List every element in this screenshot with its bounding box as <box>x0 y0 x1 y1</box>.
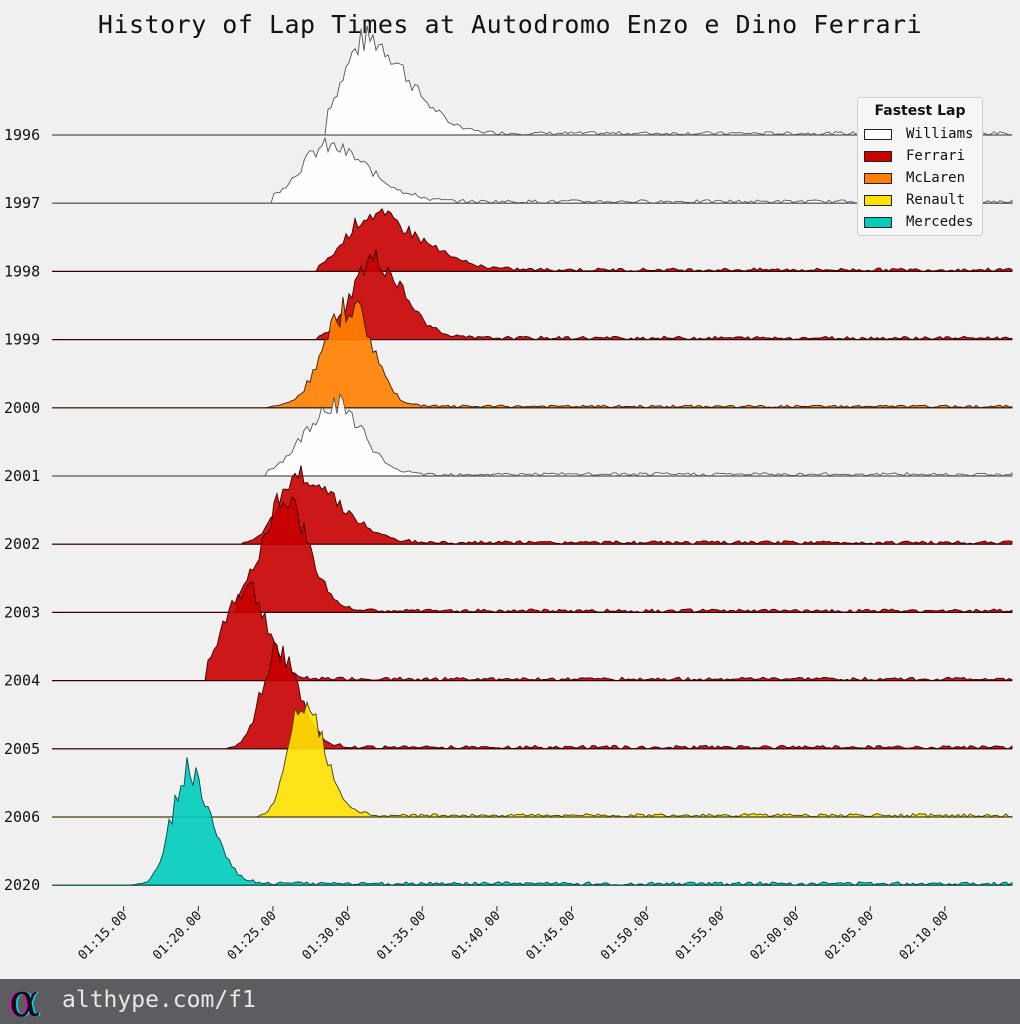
legend-label: Williams <box>906 126 974 142</box>
chart-title: History of Lap Times at Autodromo Enzo e… <box>97 10 923 39</box>
x-tick-label: 01:25.00 <box>225 908 280 963</box>
ridge-2020 <box>52 757 1013 886</box>
x-tick-label: 01:50.00 <box>598 908 653 963</box>
year-label-1999: 1999 <box>4 331 40 349</box>
ridgeline-chart: 1996 1997 1998 1999 2000 2001 2002 2003 2004 2005… <box>4 25 1013 963</box>
year-label-1996: 1996 <box>4 126 40 144</box>
x-tick-label: 02:00.00 <box>747 908 802 963</box>
x-tick-label: 02:05.00 <box>822 908 877 963</box>
x-tick-label: 01:45.00 <box>524 908 579 963</box>
year-label-2006: 2006 <box>4 808 40 826</box>
legend-swatch <box>864 173 892 184</box>
year-label-2003: 2003 <box>4 603 40 621</box>
legend-label: McLaren <box>906 170 966 186</box>
year-label-2004: 2004 <box>4 672 40 690</box>
year-label-2005: 2005 <box>4 740 40 758</box>
x-tick-label: 01:55.00 <box>673 908 728 963</box>
year-label-2002: 2002 <box>4 535 40 553</box>
legend-title: Fastest Lap <box>874 103 966 119</box>
year-label-2000: 2000 <box>4 399 40 417</box>
legend-swatch <box>864 195 892 206</box>
footer-bar: α α α althype.com/f1 <box>0 979 1020 1024</box>
year-label-1998: 1998 <box>4 262 40 280</box>
althype-logo-icon: α α α <box>7 979 41 1024</box>
svg-text:α: α <box>10 979 41 1024</box>
legend-swatch <box>864 129 892 140</box>
x-tick-label: 01:35.00 <box>374 908 429 963</box>
legend-label: Mercedes <box>906 214 974 230</box>
svg-text:α: α <box>7 979 38 1024</box>
ridge-2004 <box>52 581 1013 682</box>
year-label-1997: 1997 <box>4 194 40 212</box>
x-tick-label: 01:15.00 <box>76 908 131 963</box>
legend-label: Ferrari <box>906 148 966 164</box>
footer-url[interactable]: althype.com/f1 <box>62 987 256 1013</box>
year-label-2001: 2001 <box>4 467 40 485</box>
x-tick-label: 01:20.00 <box>150 908 205 963</box>
ridge-2003 <box>52 491 1013 614</box>
svg-text:α: α <box>9 979 40 1024</box>
legend-label: Renault <box>906 192 966 208</box>
year-label-2020: 2020 <box>4 876 40 894</box>
legend-swatch <box>864 151 892 162</box>
ridge-1999 <box>52 249 1013 341</box>
x-tick-label: 01:30.00 <box>300 908 355 963</box>
ridge-2002 <box>52 465 1013 545</box>
x-tick-label: 02:10.00 <box>897 908 952 963</box>
legend-swatch <box>864 217 892 228</box>
x-tick-label: 01:40.00 <box>449 908 504 963</box>
legend: Fastest Lap Williams Ferrari McLaren Renaul… <box>857 97 983 236</box>
ridge-2005 <box>52 640 1013 750</box>
ridge-2000 <box>52 296 1013 409</box>
